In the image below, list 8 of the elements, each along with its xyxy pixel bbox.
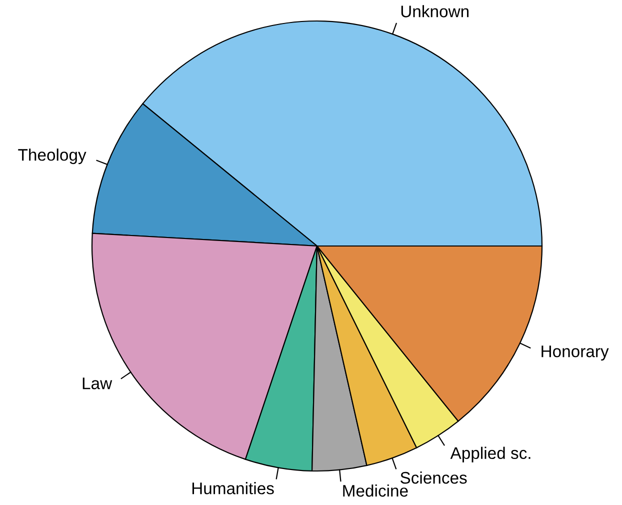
slice-label: Applied sc. — [450, 446, 530, 462]
slice-label: Theology — [18, 148, 86, 164]
slice-label: Medicine — [343, 484, 408, 497]
slice-label: Unknown — [401, 5, 469, 18]
slice-label: Law — [82, 378, 112, 390]
slice-label: Honorary — [542, 346, 609, 361]
slice-label: Humanities — [192, 482, 274, 494]
slice-label: Sciences — [400, 471, 467, 484]
